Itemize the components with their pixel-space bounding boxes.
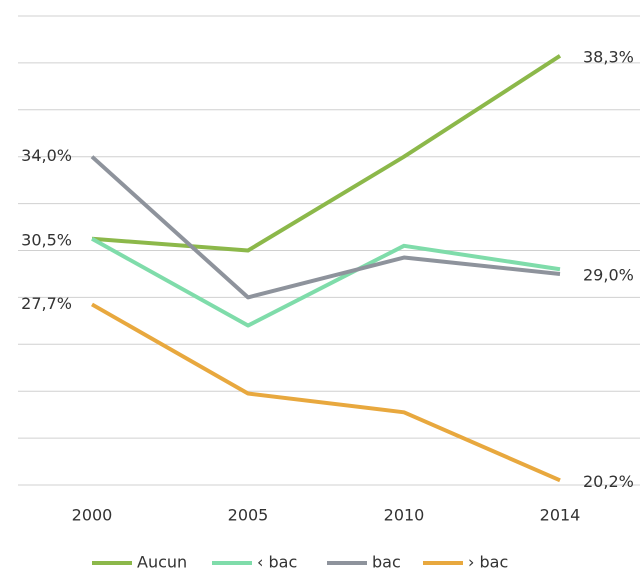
legend-label: Aucun xyxy=(137,553,187,572)
series-line xyxy=(90,155,561,300)
data-label: 29,0% xyxy=(583,265,634,284)
legend-label: › bac xyxy=(468,553,508,572)
data-label: 27,7% xyxy=(21,294,72,313)
data-label: 20,2% xyxy=(583,472,634,491)
x-tick-label: 2005 xyxy=(228,506,269,525)
x-tick-label: 2014 xyxy=(540,506,581,525)
data-label: 30,5% xyxy=(21,230,72,249)
x-tick-label: 2010 xyxy=(384,506,425,525)
data-label: 34,0% xyxy=(21,146,72,165)
series-line xyxy=(91,302,561,483)
series-line xyxy=(91,54,562,253)
data-label: 38,3% xyxy=(583,47,634,66)
legend-label: bac xyxy=(372,553,401,572)
legend-label: ‹ bac xyxy=(257,553,297,572)
series-line xyxy=(91,237,561,328)
x-tick-label: 2000 xyxy=(72,506,113,525)
